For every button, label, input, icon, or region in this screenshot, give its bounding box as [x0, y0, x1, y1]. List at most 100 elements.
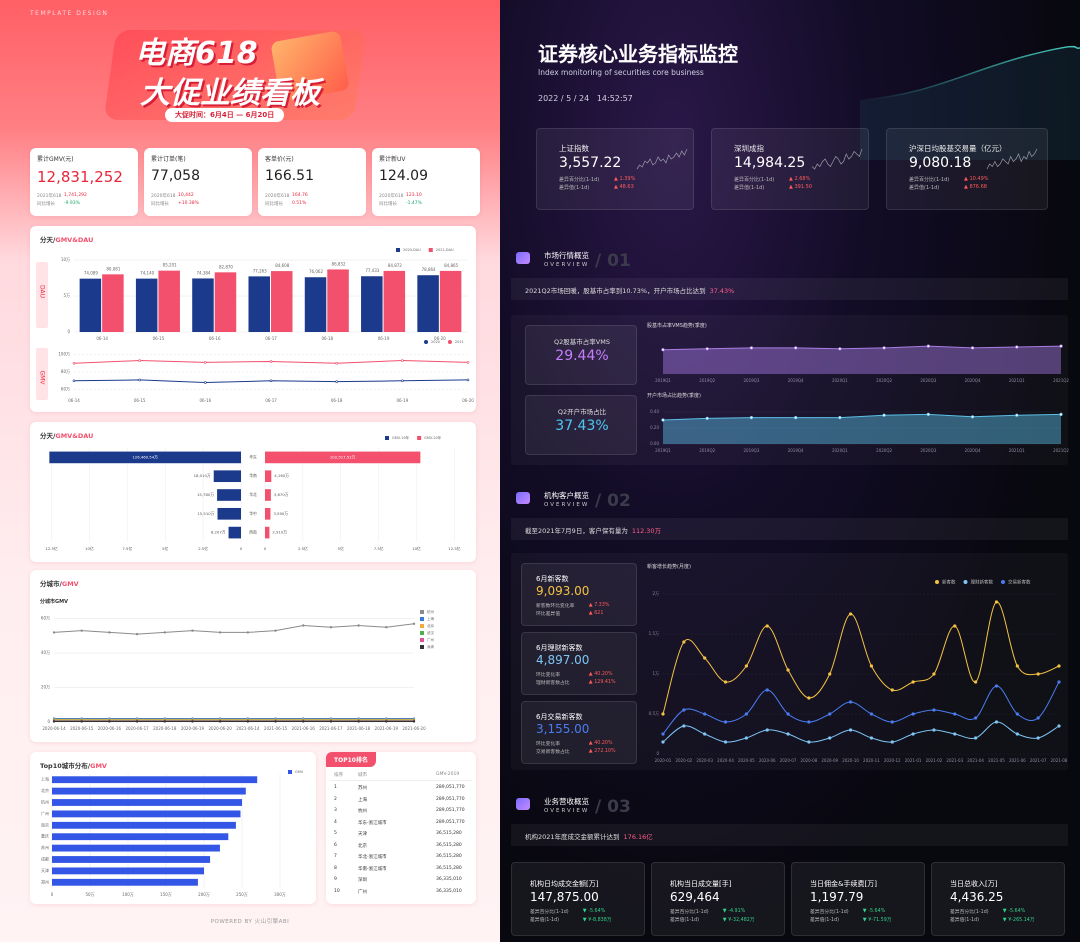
y-tick-label: 2万	[652, 591, 659, 596]
city-card: 分城市/GMV 分城市GMV 杭州 上海 北京 武汉 广州 深圳 0 20万 40万 60万 2020-…	[30, 570, 476, 742]
y-tick-label: 10万	[61, 257, 70, 262]
legend-swatch	[420, 617, 424, 621]
metric-value: 1,197.79	[810, 890, 864, 904]
bar	[102, 274, 124, 332]
table-header: 排序	[334, 773, 343, 778]
metric-row-label: 差异百分比(1-1d)	[950, 910, 989, 915]
metric-label: Q2股基市占率VMS	[554, 338, 610, 346]
section-overview: OVERVIEW	[544, 808, 590, 814]
x-tick-label: 2019Q3	[744, 378, 760, 383]
table-cell: 7	[334, 854, 337, 859]
metric-label: 当日总收入[万]	[950, 880, 998, 888]
point	[974, 736, 978, 740]
point	[848, 700, 853, 704]
kpi-value: 124.09	[379, 168, 428, 184]
bar-value-label: 8,207万	[211, 530, 226, 535]
point	[191, 720, 194, 723]
title-accent: GMV	[61, 580, 79, 588]
x-tick-label: 2021-06-18	[347, 726, 371, 731]
title-text: 分天/	[40, 236, 56, 244]
point	[661, 712, 665, 716]
kpi-growth-label: 同比增长	[379, 202, 397, 207]
banner-text: 2021Q2市场回暖，股基市占率到10.73%，开户市场占比达到	[525, 287, 706, 295]
top10-chart: GMV 0 50万 100万 150万 200万 250万 300万 上海北京杭州广州南京重庆苏…	[41, 770, 304, 897]
point	[1036, 716, 1040, 720]
legend-label: 武汉	[427, 630, 435, 635]
point	[218, 720, 222, 723]
legend-label: GMV-20年	[424, 435, 442, 440]
kpi-compare-label: 2021年618	[37, 194, 62, 199]
area	[663, 346, 1061, 374]
legend-label: 2020	[431, 340, 440, 344]
point	[705, 347, 709, 351]
x-tick-label: 2021-02	[926, 758, 943, 763]
legend-swatch	[288, 770, 292, 774]
point	[1015, 345, 1019, 349]
table-cell: 深圳	[358, 878, 367, 883]
point	[1059, 344, 1063, 348]
point	[138, 378, 141, 382]
table-cell: 杭州	[358, 809, 367, 814]
y-tick-label: 郑州	[41, 878, 49, 884]
title-accent: GMV&DAU	[55, 432, 94, 440]
category-label: 华中	[249, 511, 257, 516]
y-tick-label: 40万	[41, 650, 50, 655]
table-cell: 华南-浙江城市	[358, 866, 387, 872]
legend-label: 2020-DAU	[403, 248, 421, 252]
bar	[52, 878, 198, 886]
table-cell: 8	[334, 865, 337, 871]
regional-card: 分天/GMV&DAU GMV-19年 GMV-20年 0 0 2.5亿 2.5亿 5亿 5亿 7.…	[30, 422, 476, 562]
point	[385, 720, 388, 723]
x-tick-label: 2021-06-16	[292, 726, 316, 731]
line	[662, 345, 1062, 351]
section-icon	[516, 798, 530, 810]
point	[135, 632, 139, 636]
point	[890, 740, 894, 744]
x-tick-label: 2020-05	[738, 758, 755, 763]
y-tick-label: 5万	[63, 293, 70, 298]
x-tick-label: 06-16	[209, 336, 221, 341]
footer: POWERED BY 火山引擎ABI	[210, 919, 290, 925]
kpi-value: 12,831,252	[37, 168, 123, 186]
metric-row-label: 差异百分比(1-1d)	[734, 177, 775, 183]
point	[953, 712, 957, 716]
point	[204, 381, 207, 384]
bar-value-label: 15,780万	[197, 492, 214, 497]
bar	[383, 270, 406, 332]
bar	[52, 787, 246, 795]
y-tick-label: 0.40	[650, 409, 659, 414]
point	[135, 720, 139, 723]
bar-value-label: 82,870	[219, 264, 233, 269]
bar-value-label: 77,433	[365, 268, 379, 273]
x-tick-label: 2020Q4	[965, 378, 981, 383]
card-title: 分天/GMV&DAU	[40, 234, 93, 244]
line	[636, 148, 688, 170]
x-tick-label: 06-20	[434, 336, 446, 341]
table-cell: 36,335,010	[436, 877, 462, 882]
bar-value-label: 3,590万	[273, 511, 288, 516]
metric-row-label: 新客数环比变化率	[536, 604, 575, 609]
metric-value: 629,464	[670, 890, 720, 904]
y-tick-label: 0	[47, 719, 50, 724]
bar-value-label: 85,201	[163, 263, 177, 268]
ranking-card: TOP10排名 排序 城市 GMV-2019 1 苏州 289,051,770 2 上海 289,…	[326, 752, 476, 904]
section-banner: 2021Q2市场回暖，股基市占率到10.73%，开户市场占比达到 37.43%	[511, 278, 1068, 300]
metric-value: 37.43%	[555, 418, 609, 434]
bar	[192, 278, 214, 332]
point	[926, 412, 930, 416]
section-overview: OVERVIEW	[544, 262, 590, 268]
bar	[52, 799, 242, 806]
top10-card: Top10城市分布/GMV GMV 0 50万 100万 150万 200万 250万 300万…	[30, 752, 316, 904]
axis-tag: GMV	[36, 348, 48, 400]
metric-row-value: -4.91%	[723, 908, 745, 914]
point	[52, 720, 56, 723]
x-tick-label: 2020Q2	[876, 448, 892, 453]
point	[1057, 680, 1061, 684]
point	[72, 379, 76, 383]
x-tick-label: 2021-01	[905, 758, 922, 763]
table-cell: 36,335,010	[436, 888, 462, 894]
point	[163, 631, 166, 634]
